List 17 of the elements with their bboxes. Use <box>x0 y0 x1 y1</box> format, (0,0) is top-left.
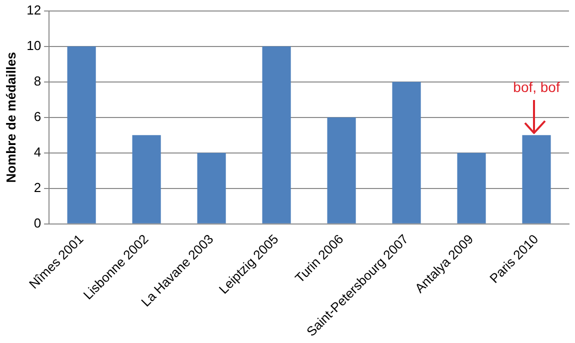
y-tick-label: 6 <box>34 108 42 124</box>
annotation: bof, bof <box>513 78 560 95</box>
bar <box>457 152 486 224</box>
bar <box>132 135 161 224</box>
y-tick-label: 12 <box>26 2 42 18</box>
y-tick-label: 2 <box>34 180 42 195</box>
bar <box>262 46 291 224</box>
y-tick-label: 8 <box>34 73 42 88</box>
y-tick-label: 4 <box>34 144 42 160</box>
bar <box>327 117 356 224</box>
y-tick-label: 10 <box>26 38 42 53</box>
y-axis-title: Nombre de médailles <box>3 52 18 183</box>
bar <box>522 135 551 224</box>
bar <box>392 82 421 224</box>
bar <box>67 46 96 224</box>
bar <box>197 152 226 224</box>
y-tick-label: 0 <box>34 215 42 230</box>
